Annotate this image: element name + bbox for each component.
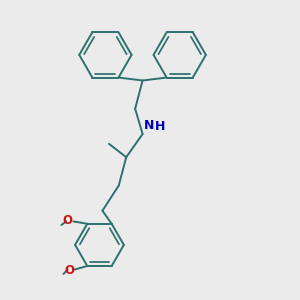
Text: O: O: [64, 264, 74, 277]
Text: O: O: [63, 214, 73, 227]
Text: H: H: [155, 120, 165, 133]
Text: N: N: [144, 118, 154, 132]
